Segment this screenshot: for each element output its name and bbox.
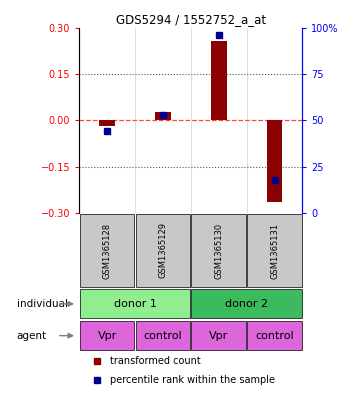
Title: GDS5294 / 1552752_a_at: GDS5294 / 1552752_a_at	[116, 13, 266, 26]
Bar	[155, 112, 171, 120]
Bar	[80, 289, 190, 318]
Text: percentile rank within the sample: percentile rank within the sample	[111, 375, 275, 385]
Bar	[99, 120, 115, 127]
Bar	[267, 120, 282, 202]
Bar	[192, 214, 246, 287]
Text: GSM1365129: GSM1365129	[158, 222, 167, 279]
Bar	[136, 321, 190, 350]
Text: individual: individual	[17, 299, 68, 309]
Text: control: control	[255, 331, 294, 341]
Text: control: control	[144, 331, 182, 341]
Bar	[80, 321, 134, 350]
Bar	[247, 321, 302, 350]
Bar	[80, 214, 134, 287]
Text: agent: agent	[17, 331, 47, 341]
Bar	[136, 214, 190, 287]
Text: Vpr: Vpr	[209, 331, 228, 341]
Text: GSM1365128: GSM1365128	[103, 222, 112, 279]
Bar	[192, 321, 246, 350]
Text: donor 2: donor 2	[225, 299, 268, 309]
Bar	[192, 289, 302, 318]
Text: transformed count: transformed count	[111, 356, 201, 366]
Text: GSM1365130: GSM1365130	[214, 222, 223, 279]
Text: Vpr: Vpr	[98, 331, 117, 341]
Bar	[211, 41, 226, 120]
Text: GSM1365131: GSM1365131	[270, 222, 279, 279]
Bar	[247, 214, 302, 287]
Text: donor 1: donor 1	[113, 299, 157, 309]
